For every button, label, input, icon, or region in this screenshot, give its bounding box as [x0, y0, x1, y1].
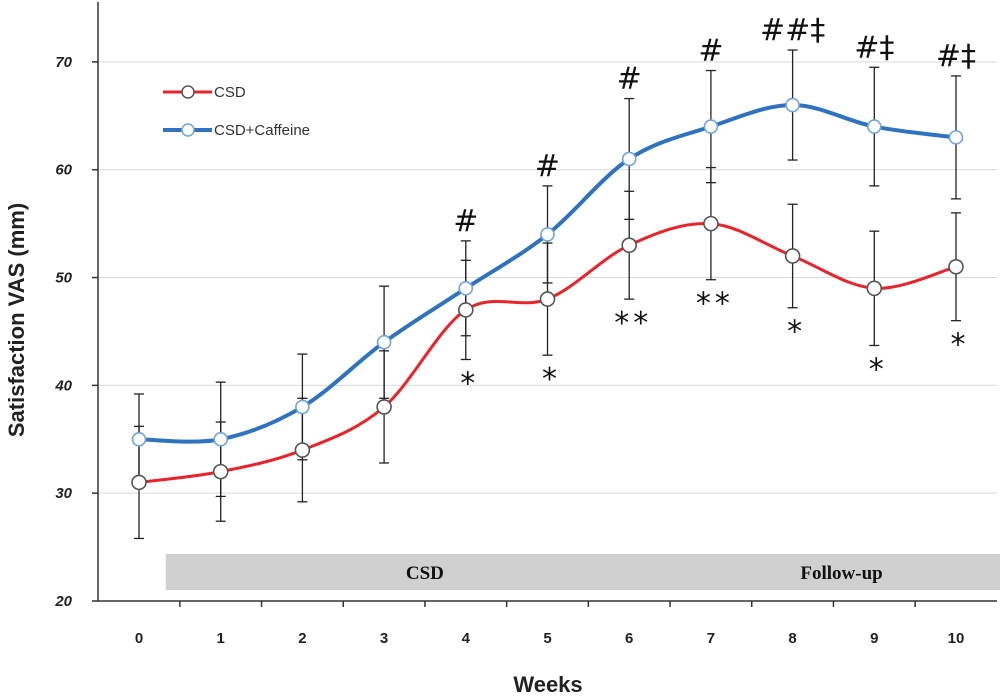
data-point-csd	[621, 237, 638, 253]
x-tick-label: 1	[217, 630, 225, 647]
data-point-csd	[703, 215, 719, 232]
y-tick-label: 20	[54, 593, 72, 610]
x-tick-label: 4	[462, 630, 471, 647]
x-tick-label: 2	[298, 630, 306, 647]
data-point-csd	[457, 302, 474, 318]
data-point-csd-caffeine	[948, 130, 964, 145]
data-point-csd-caffeine	[703, 119, 719, 134]
annotation-above: #	[453, 204, 478, 239]
x-tick-label: 0	[135, 630, 143, 647]
y-tick-label: 70	[55, 54, 72, 71]
phase-label: CSD	[406, 563, 444, 584]
x-tick-label: 8	[788, 630, 796, 647]
annotation-below: *	[542, 362, 561, 397]
annotation-below: *	[460, 366, 479, 401]
legend-marker	[181, 85, 195, 99]
data-point-csd-caffeine	[540, 227, 555, 242]
legend-label: CSD+Caffeine	[214, 122, 310, 139]
y-tick-label: 50	[55, 270, 72, 287]
y-tick-label: 60	[55, 162, 72, 179]
data-point-csd	[131, 474, 147, 491]
phase-label: Follow-up	[800, 563, 882, 584]
data-point-csd	[294, 442, 311, 458]
annotation-above: #‡	[854, 30, 894, 65]
data-point-csd-caffeine	[866, 119, 882, 134]
x-axis-title: Weeks	[513, 672, 582, 697]
data-point-csd-caffeine	[458, 281, 474, 296]
data-point-csd	[212, 463, 229, 480]
data-point-csd	[784, 248, 801, 264]
phase-bar	[676, 554, 1000, 590]
legend: CSD CSD+Caffeine	[163, 84, 310, 139]
annotation-above: #	[698, 34, 723, 69]
annotation-above: #	[617, 62, 642, 97]
annotation-below: **	[696, 287, 734, 322]
annotation-below: *	[787, 315, 806, 350]
data-point-csd-caffeine	[213, 431, 228, 447]
data-point-csd-caffeine	[621, 151, 637, 167]
y-tick-label: 30	[55, 485, 72, 502]
x-tick-label: 6	[625, 630, 633, 647]
annotation-above: #	[535, 149, 560, 184]
data-point-csd	[539, 291, 556, 307]
axes: 20 30 40 50 60 70 0 1 2 3 4 5 6 7 8 9 10	[54, 2, 997, 647]
y-tick-label: 40	[54, 377, 72, 394]
data-point-csd-caffeine	[376, 334, 392, 350]
x-tick-label: 9	[870, 630, 878, 647]
annotation-below: *	[869, 352, 888, 387]
phase-bars: CSD Follow-up	[165, 554, 1000, 590]
data-point-csd-caffeine	[785, 97, 800, 113]
annotation-below: **	[614, 306, 652, 341]
x-tick-label: 7	[707, 630, 715, 647]
x-tick-label: 5	[543, 630, 551, 647]
data-point-csd	[866, 280, 883, 297]
significance-annotations: ######‡ #‡ #‡* ********	[453, 13, 976, 401]
data-points	[131, 97, 964, 491]
y-axis-title: Satisfaction VAS (mm)	[4, 203, 29, 437]
data-point-csd	[948, 258, 964, 275]
x-tick-label: 10	[948, 630, 965, 647]
phase-bar	[165, 554, 685, 590]
data-point-csd-caffeine	[295, 399, 310, 415]
data-point-csd	[376, 399, 392, 415]
annotation-above: ##‡	[760, 13, 825, 48]
legend-label: CSD	[214, 84, 246, 101]
annotation-below: *	[951, 328, 970, 363]
annotation-above: #‡	[936, 39, 976, 74]
x-tick-label: 3	[380, 630, 388, 647]
data-point-csd-caffeine	[131, 431, 147, 447]
legend-marker	[181, 123, 195, 137]
